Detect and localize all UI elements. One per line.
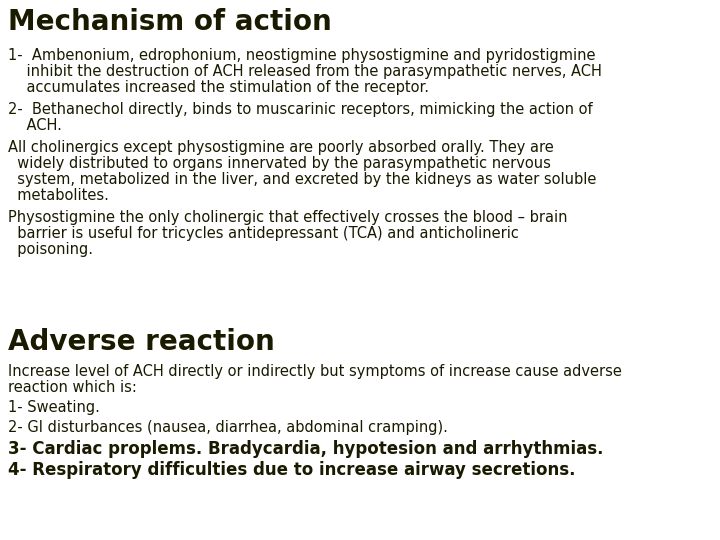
Text: system, metabolized in the liver, and excreted by the kidneys as water soluble: system, metabolized in the liver, and ex… [8, 172, 596, 187]
Text: Adverse reaction: Adverse reaction [8, 328, 275, 356]
Text: reaction which is:: reaction which is: [8, 380, 137, 395]
Text: barrier is useful for tricycles antidepressant (TCA) and anticholineric: barrier is useful for tricycles antidepr… [8, 226, 519, 241]
Text: 4- Respiratory difficulties due to increase airway secretions.: 4- Respiratory difficulties due to incre… [8, 461, 575, 479]
Text: 2- GI disturbances (nausea, diarrhea, abdominal cramping).: 2- GI disturbances (nausea, diarrhea, ab… [8, 420, 448, 435]
Text: 1-  Ambenonium, edrophonium, neostigmine physostigmine and pyridostigmine: 1- Ambenonium, edrophonium, neostigmine … [8, 48, 595, 63]
Text: 3- Cardiac proplems. Bradycardia, hypotesion and arrhythmias.: 3- Cardiac proplems. Bradycardia, hypote… [8, 440, 603, 458]
Text: inhibit the destruction of ACH released from the parasympathetic nerves, ACH: inhibit the destruction of ACH released … [8, 64, 602, 79]
Text: poisoning.: poisoning. [8, 242, 93, 257]
Text: Increase level of ACH directly or indirectly but symptoms of increase cause adve: Increase level of ACH directly or indire… [8, 364, 622, 379]
Text: ACH.: ACH. [8, 118, 62, 133]
Text: metabolites.: metabolites. [8, 188, 109, 203]
Text: accumulates increased the stimulation of the receptor.: accumulates increased the stimulation of… [8, 80, 429, 95]
Text: 2-  Bethanechol directly, binds to muscarinic receptors, mimicking the action of: 2- Bethanechol directly, binds to muscar… [8, 102, 593, 117]
Text: 1- Sweating.: 1- Sweating. [8, 400, 100, 415]
Text: Mechanism of action: Mechanism of action [8, 8, 332, 36]
Text: All cholinergics except physostigmine are poorly absorbed orally. They are: All cholinergics except physostigmine ar… [8, 140, 554, 155]
Text: Physostigmine the only cholinergic that effectively crosses the blood – brain: Physostigmine the only cholinergic that … [8, 210, 567, 225]
Text: widely distributed to organs innervated by the parasympathetic nervous: widely distributed to organs innervated … [8, 156, 551, 171]
